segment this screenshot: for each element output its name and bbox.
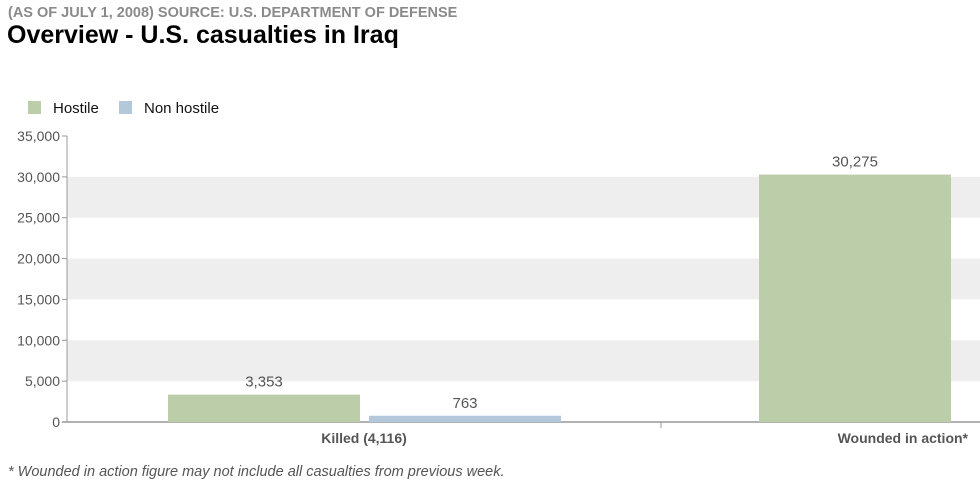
footnote: * Wounded in action figure may not inclu… (8, 464, 505, 480)
bar-value-label: 3,353 (245, 374, 283, 391)
bar-hostile (168, 394, 360, 422)
bar-chart: Hostile Non hostile 0 5,000 10,000 15,000 20,… (17, 100, 980, 446)
bar-value-label: 30,275 (832, 154, 878, 171)
bar-hostile (759, 174, 951, 422)
legend: Hostile Non hostile (28, 100, 219, 117)
legend-label: Non hostile (144, 100, 219, 117)
x-category-label: Killed (4,116) (321, 430, 407, 446)
y-tick-label: 10,000 (17, 332, 60, 348)
y-tick-label: 15,000 (17, 291, 60, 307)
bar-non-hostile (369, 415, 561, 422)
x-category-label: Wounded in action* (838, 430, 969, 446)
x-axis: Killed (4,116) Wounded in action* (62, 421, 980, 446)
y-tick-label: 35,000 (17, 128, 60, 144)
y-axis: 0 5,000 10,000 15,000 20,000 25,000 30,000 35,0… (17, 128, 68, 430)
data-labels: 3,353 30,275 763 (245, 154, 878, 412)
source-line: (AS OF JULY 1, 2008) SOURCE: U.S. DEPART… (8, 5, 458, 21)
y-tick-label: 25,000 (17, 210, 60, 226)
chart-title: Overview - U.S. casualties in Iraq (7, 21, 399, 49)
y-tick-label: 20,000 (17, 251, 60, 267)
bars (168, 174, 951, 422)
y-tick-label: 30,000 (17, 169, 60, 185)
legend-label: Hostile (53, 100, 99, 117)
legend-swatch (119, 101, 132, 114)
y-tick-label: 0 (52, 414, 60, 430)
legend-swatch (28, 101, 41, 114)
y-tick-label: 5,000 (25, 373, 60, 389)
bar-value-label: 763 (452, 395, 477, 412)
